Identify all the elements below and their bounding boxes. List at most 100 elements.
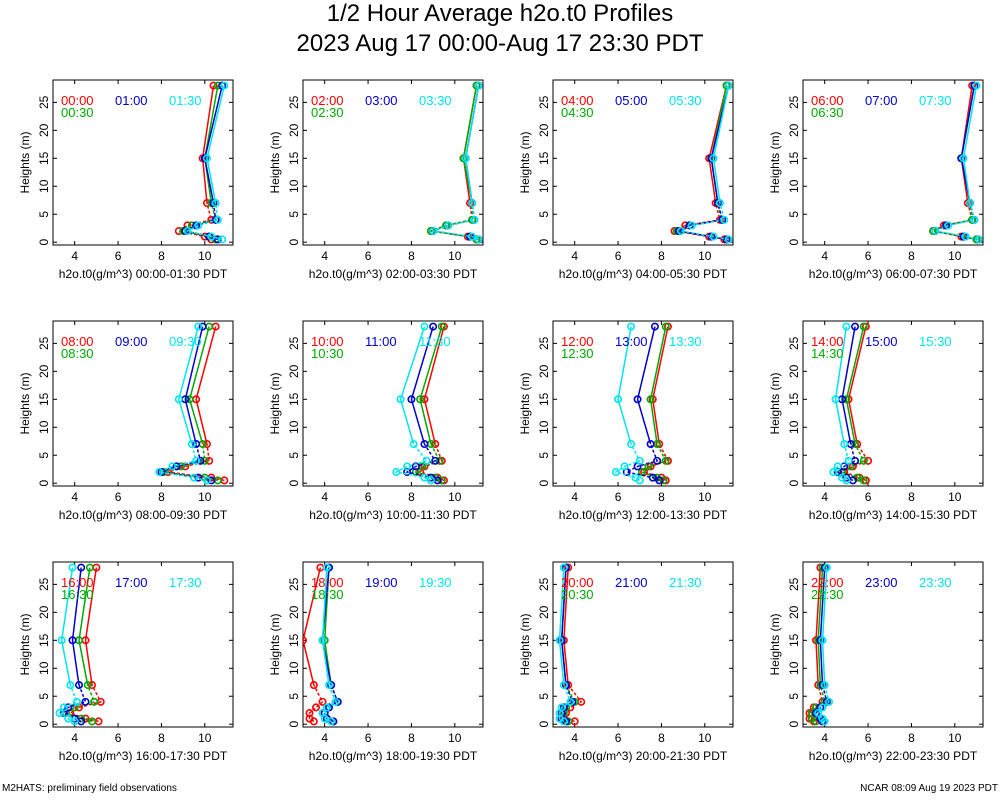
x-tick-label: 4 — [821, 490, 828, 504]
data-point — [631, 473, 640, 482]
data-point — [312, 703, 321, 712]
data-point — [396, 395, 405, 404]
data-point — [838, 473, 847, 482]
legend-label: 23:00 — [865, 575, 898, 590]
series-05:30 — [676, 81, 733, 244]
legend-label: 19:30 — [419, 575, 452, 590]
plot-frame — [552, 320, 734, 487]
x-tick-label: 6 — [115, 731, 122, 745]
y-tick-label: 15 — [287, 151, 301, 165]
data-point — [818, 636, 827, 645]
series-line-upper — [60, 567, 74, 686]
legend-label: 05:00 — [615, 93, 648, 108]
y-tick-label: 5 — [287, 452, 301, 459]
legend-label: 00:00 — [61, 93, 94, 108]
data-point — [318, 697, 327, 706]
series-21:30 — [555, 563, 575, 726]
data-point — [559, 681, 568, 690]
legend-label: 10:00 — [311, 334, 344, 349]
panel-9: 4 6 8 10 0 5 10 15 20 25 Heights (m) h2o.t0(g/m^3) … — [268, 561, 484, 763]
y-axis-label: Heights (m) — [518, 372, 532, 434]
data-point — [155, 468, 164, 477]
legend-label: 02:30 — [311, 105, 344, 120]
data-point — [555, 714, 564, 723]
data-point — [322, 563, 331, 572]
data-point — [833, 462, 842, 471]
panel-3: 4 6 8 10 0 5 10 15 20 25 Heights (m) h2o.t0(g/m^3) … — [768, 79, 984, 281]
data-point — [851, 322, 860, 331]
series-line-upper — [201, 85, 215, 204]
data-point — [431, 440, 440, 449]
y-tick-label: 10 — [787, 420, 801, 434]
plot-frame — [802, 561, 984, 728]
series-line-upper — [841, 326, 856, 445]
x-tick-label: 10 — [448, 490, 462, 504]
data-point — [627, 440, 636, 449]
legend-label: 23:30 — [919, 575, 952, 590]
data-point — [559, 563, 568, 572]
series-line-lower — [161, 443, 212, 482]
data-point — [64, 714, 73, 723]
legend-label: 14:30 — [811, 346, 844, 361]
data-point — [429, 322, 438, 331]
data-point — [831, 395, 840, 404]
y-tick-label: 5 — [787, 211, 801, 218]
y-tick-label: 10 — [287, 661, 301, 675]
x-tick-label: 8 — [908, 731, 915, 745]
data-point — [420, 395, 429, 404]
data-point — [646, 440, 655, 449]
legend-label: 18:30 — [311, 587, 344, 602]
y-tick-label: 10 — [787, 179, 801, 193]
panel-8: 4 6 8 10 0 5 10 15 20 25 Heights (m) h2o.t0(g/m^3) … — [18, 561, 234, 763]
legend-label: 06:30 — [811, 105, 844, 120]
data-point — [724, 235, 733, 244]
data-point — [88, 681, 97, 690]
series-line-upper — [817, 567, 824, 686]
y-axis-label: Heights (m) — [18, 613, 32, 675]
series-line-upper — [410, 326, 434, 445]
y-tick-label: 25 — [537, 336, 551, 350]
data-point — [189, 473, 198, 482]
data-point — [205, 456, 214, 465]
series-line-upper — [636, 326, 656, 445]
series-16:30 — [62, 563, 99, 726]
legend-label: 03:30 — [419, 93, 452, 108]
data-point — [431, 456, 440, 465]
y-tick-label: 5 — [787, 452, 801, 459]
data-point — [944, 221, 953, 230]
y-tick-label: 20 — [37, 123, 51, 137]
x-axis-label: h2o.t0(g/m^3) 08:00-09:30 PDT — [59, 508, 228, 522]
panel-5: 4 6 8 10 0 5 10 15 20 25 Heights (m) h2o.t0(g/m^3) … — [268, 320, 484, 522]
series-line-upper — [321, 567, 330, 686]
data-point — [403, 462, 412, 471]
legend-label: 15:00 — [865, 334, 898, 349]
series-09:30 — [155, 322, 211, 485]
x-tick-label: 6 — [115, 249, 122, 263]
y-tick-label: 20 — [37, 364, 51, 378]
y-tick-label: 15 — [37, 633, 51, 647]
y-tick-label: 25 — [787, 577, 801, 591]
panel-1: 4 6 8 10 0 5 10 15 20 25 Heights (m) h2o.t0(g/m^3) … — [268, 79, 484, 281]
y-axis-label: Heights (m) — [268, 372, 282, 434]
data-point — [648, 473, 657, 482]
y-tick-label: 0 — [287, 721, 301, 728]
data-point — [633, 395, 642, 404]
data-point — [709, 154, 718, 163]
panel-2: 4 6 8 10 0 5 10 15 20 25 Heights (m) h2o.t0(g/m^3) … — [518, 79, 734, 281]
legend-label: 02:00 — [311, 93, 344, 108]
data-point — [196, 456, 205, 465]
data-point — [422, 456, 431, 465]
plot-frame — [802, 320, 984, 487]
plot-frame — [52, 320, 234, 487]
legend-label: 20:30 — [561, 587, 594, 602]
y-tick-label: 0 — [287, 480, 301, 487]
legend-label: 18:00 — [311, 575, 344, 590]
y-tick-label: 5 — [287, 211, 301, 218]
data-point — [211, 199, 220, 208]
legend-label: 16:30 — [61, 587, 94, 602]
x-tick-label: 4 — [821, 249, 828, 263]
data-point — [435, 456, 444, 465]
y-tick-label: 15 — [787, 392, 801, 406]
data-point — [637, 468, 646, 477]
series-line-upper — [464, 85, 480, 204]
